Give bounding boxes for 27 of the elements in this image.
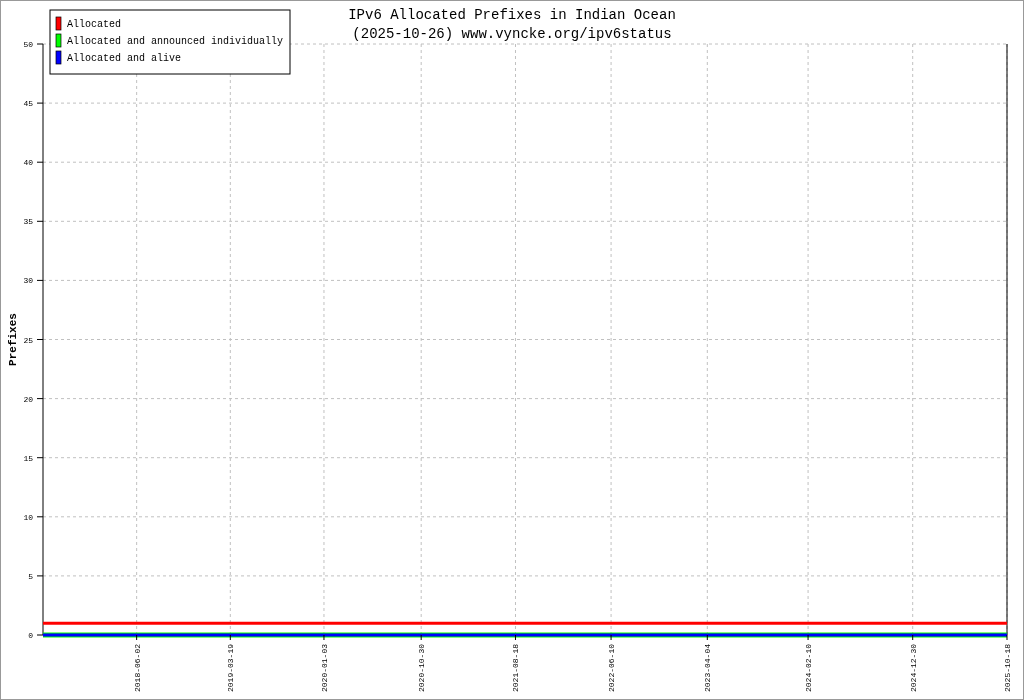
y-tick-label: 25 — [23, 335, 34, 345]
y-tick-label: 30 — [23, 276, 34, 286]
x-tick-label: 2021-08-18 — [511, 643, 521, 693]
y-tick-label: 50 — [23, 40, 34, 49]
y-tick-label: 0 — [28, 631, 34, 640]
x-tick-label: 2018-06-02 — [132, 643, 142, 693]
x-tick-label: 2020-10-30 — [417, 643, 427, 693]
legend-label: Allocated and alive — [67, 53, 182, 64]
y-tick-label: 35 — [23, 217, 34, 227]
x-tick-label: 2020-01-03 — [319, 643, 329, 693]
y-tick-label: 15 — [23, 453, 34, 463]
x-tick-label: 2022-06-10 — [607, 643, 617, 693]
x-tick-label: 2025-10-18 — [1003, 643, 1012, 693]
legend-label: Allocated — [67, 19, 122, 30]
y-tick-label: 10 — [23, 512, 34, 522]
y-tick-label: 20 — [23, 394, 34, 404]
legend-label: Allocated and announced individually — [67, 36, 284, 47]
x-tick-label: 2024-12-30 — [908, 643, 918, 693]
chart-subtitle: (2025-10-26) www.vyncke.org/ipv6status — [352, 26, 672, 42]
y-tick-label: 40 — [23, 158, 34, 168]
y-tick-label: 5 — [28, 571, 34, 581]
x-tick-label: 2019-03-19 — [226, 643, 236, 693]
y-tick-label: 45 — [23, 99, 34, 109]
x-tick-label: 2023-04-04 — [703, 643, 713, 693]
y-axis-title: Prefixes — [7, 313, 19, 366]
x-tick-label: 2024-02-10 — [804, 643, 814, 693]
chart-title: IPv6 Allocated Prefixes in Indian Ocean — [348, 7, 676, 23]
